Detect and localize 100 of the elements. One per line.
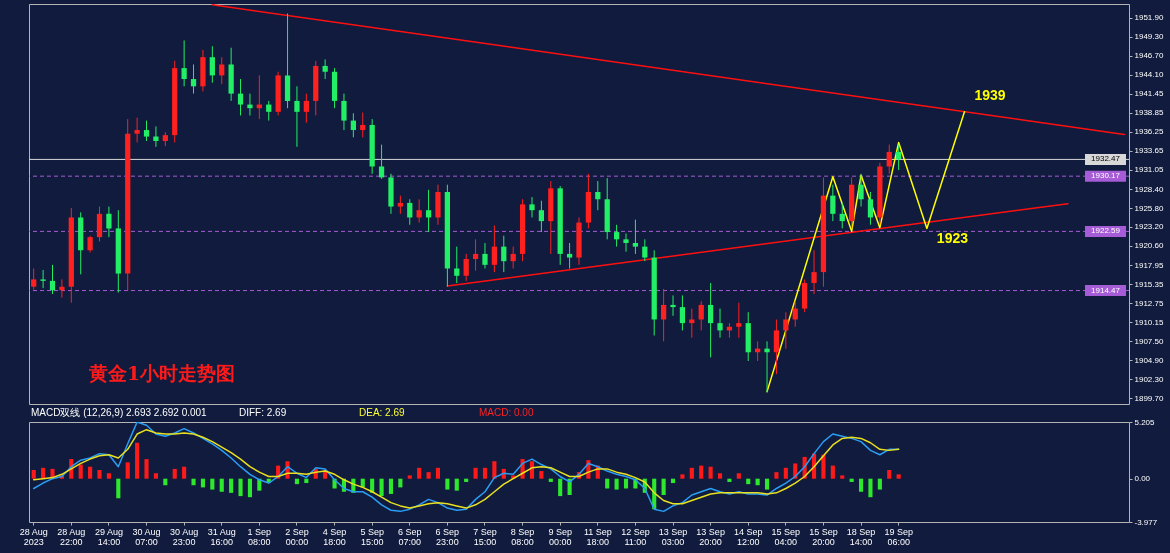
bar <box>736 473 741 479</box>
bar <box>708 466 713 479</box>
y-tick-label: 1941.45 <box>1134 89 1164 99</box>
y-tick-label: 1938.85 <box>1134 108 1164 118</box>
candlestick <box>896 144 902 171</box>
y-tick-label: 1899.70 <box>1134 393 1164 403</box>
y-tick-label: 1907.50 <box>1134 336 1164 346</box>
candlestick <box>773 318 780 375</box>
text: MACD: 0.00 <box>479 407 534 418</box>
bar <box>125 462 130 479</box>
candlestick <box>219 56 225 85</box>
bar <box>774 472 779 479</box>
candlestick <box>736 302 742 339</box>
y-tick-label: 1915.35 <box>1134 279 1164 289</box>
bar <box>887 469 892 479</box>
bar <box>97 469 102 479</box>
x-tick-label: 30 Aug 23:00 <box>170 526 199 547</box>
candlestick <box>350 112 356 138</box>
candlestick <box>811 249 817 295</box>
y-tick-label: 1928.40 <box>1134 184 1164 194</box>
bar <box>896 474 901 479</box>
candlestick <box>463 253 469 282</box>
bar <box>116 478 121 499</box>
candlestick <box>632 219 639 255</box>
x-tick-label: 29 Aug 14:00 <box>94 526 123 547</box>
candlestick <box>416 198 422 224</box>
candlestick <box>839 202 845 229</box>
candlestick <box>247 93 253 116</box>
bar <box>379 478 384 497</box>
x-tick-label: 1 Sep 08:00 <box>247 526 272 547</box>
y-tick-label: 1925.80 <box>1134 203 1164 213</box>
y-tick-label: 1944.10 <box>1134 70 1164 80</box>
bar <box>388 478 394 494</box>
bar <box>558 478 563 497</box>
candlestick <box>425 189 432 233</box>
x-tick-label: 19 Sep 06:00 <box>884 526 913 547</box>
bar <box>210 478 215 490</box>
candlestick <box>378 144 385 180</box>
candlestick <box>59 278 65 299</box>
candlestick <box>491 224 498 273</box>
bar <box>473 467 478 479</box>
text: DIFF: 2.69 <box>239 407 287 418</box>
bar <box>492 461 497 479</box>
bar <box>840 475 845 479</box>
candlestick <box>40 269 46 289</box>
bar <box>661 478 666 496</box>
x-tick-label: 11 Sep 18:00 <box>583 526 612 547</box>
bar <box>106 473 111 479</box>
y-tick-label: 1949.30 <box>1134 32 1164 42</box>
candlestick <box>717 308 723 339</box>
candlestick <box>707 282 714 358</box>
bar <box>247 478 253 498</box>
x-tick-label: 13 Sep 20:00 <box>696 526 725 547</box>
candlestick <box>181 39 187 87</box>
bar <box>821 454 826 479</box>
y-tick-label: 1904.90 <box>1134 355 1164 365</box>
text: DEA: 2.69 <box>359 407 406 418</box>
bar <box>454 478 459 491</box>
x-tick-label: 9 Sep 00:00 <box>548 526 572 547</box>
candlestick <box>106 206 112 238</box>
x-tick-label: 30 Aug 07:00 <box>132 526 161 547</box>
candlestick <box>566 242 573 269</box>
bar <box>426 472 431 479</box>
chart-title: MACD双线 (12,26,9) 2.693 2.692 0.001 <box>31 407 208 418</box>
y-tick-label: 1917.95 <box>1134 260 1164 270</box>
bar <box>529 461 535 479</box>
candlestick <box>670 294 676 317</box>
y-tick-label: 1912.75 <box>1134 298 1164 308</box>
bar <box>482 467 488 479</box>
bar <box>689 467 694 479</box>
bar <box>31 469 36 479</box>
candlestick <box>679 294 686 331</box>
y-tick-label: 1923.20 <box>1134 222 1164 232</box>
x-tick-label: 15 Sep 20:00 <box>809 526 838 547</box>
x-tick-label: 6 Sep 07:00 <box>398 526 422 547</box>
y-tick-label: 1951.90 <box>1134 13 1164 23</box>
bar <box>680 474 685 479</box>
y-tick-label: 1920.60 <box>1134 241 1164 251</box>
candlestick <box>538 200 545 233</box>
bar <box>435 467 441 479</box>
x-tick-label: 28 Aug 22:00 <box>57 526 86 547</box>
candlestick <box>96 206 103 243</box>
x-tick-label: 31 Aug 16:00 <box>207 526 236 547</box>
candlestick <box>867 191 874 226</box>
bar <box>229 478 234 493</box>
candlestick <box>830 184 836 222</box>
x-tick-label: 2 Sep 00:00 <box>285 526 309 547</box>
candlestick <box>623 233 629 253</box>
bar <box>135 442 140 479</box>
bar <box>78 464 83 479</box>
x-tick-label: 14 Sep 12:00 <box>733 526 763 547</box>
candlestick <box>266 100 272 122</box>
candlestick <box>510 246 516 269</box>
candlestick <box>134 117 140 143</box>
y-tick-label: 5.205 <box>1134 417 1156 427</box>
bar <box>88 466 93 479</box>
bar <box>219 478 224 492</box>
bar <box>539 471 544 479</box>
candlestick <box>153 125 159 148</box>
y-tick-label: 1946.70 <box>1134 51 1164 61</box>
